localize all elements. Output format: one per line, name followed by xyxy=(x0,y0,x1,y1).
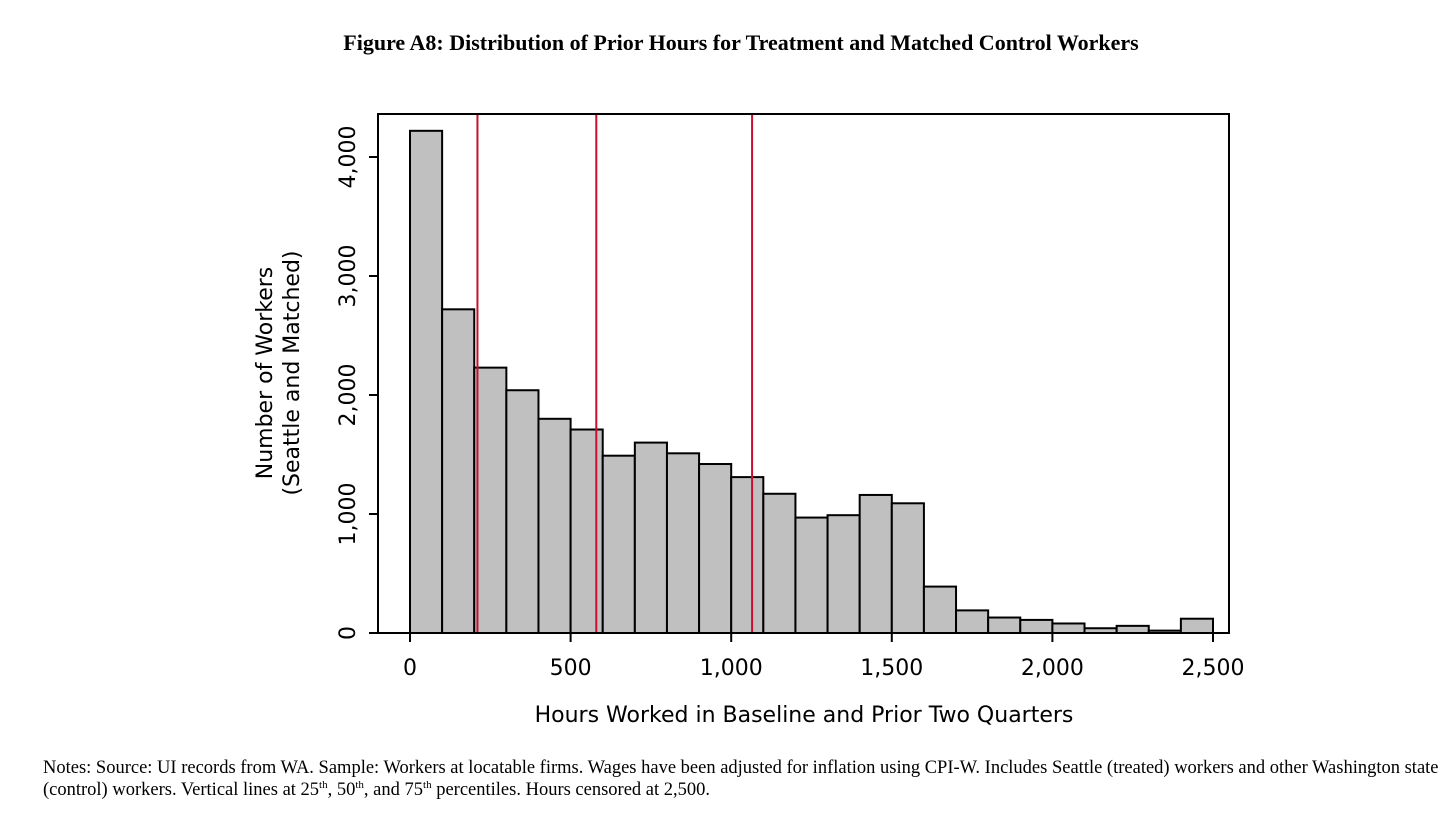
histogram-bar xyxy=(1051,622,1086,634)
y-tick-label: 4,000 xyxy=(336,126,361,189)
histogram-bar xyxy=(633,441,668,634)
histogram-bar xyxy=(794,516,829,635)
histogram-bar xyxy=(987,616,1022,635)
notes-sup-1: th xyxy=(319,778,328,791)
histogram-bar xyxy=(409,129,444,634)
histogram-bar xyxy=(505,389,540,634)
histogram-bar xyxy=(1179,617,1215,634)
x-tick-label: 2,500 xyxy=(1182,656,1245,681)
x-tick-label: 500 xyxy=(550,656,592,681)
histogram-bar xyxy=(1115,624,1150,634)
y-tick-label: 1,000 xyxy=(336,483,361,546)
y-tick-label: 0 xyxy=(336,626,361,640)
y-axis-label: Number of Workers (Seattle and Matched) xyxy=(253,250,305,495)
x-axis-label: Hours Worked in Baseline and Prior Two Q… xyxy=(535,703,1074,728)
x-tick-label: 1,500 xyxy=(860,656,923,681)
x-axis: 0 500 1,000 1,500 2,000 2,500 xyxy=(403,633,1244,681)
histogram-bar xyxy=(858,493,893,634)
notes-text-1: Notes: Source: UI records from WA. Sampl… xyxy=(43,758,1439,800)
x-tick-label: 0 xyxy=(403,656,417,681)
histogram-bar xyxy=(922,585,958,635)
histogram-bar xyxy=(473,366,508,634)
histogram-bar xyxy=(762,492,797,634)
y-tick-label: 2,000 xyxy=(336,364,361,427)
y-axis: 0 1,000 2,000 3,000 4,000 xyxy=(336,126,378,640)
histogram-bar xyxy=(569,428,604,635)
histogram-bar xyxy=(730,476,765,634)
histogram-bar xyxy=(826,514,861,634)
y-axis-label-line2: (Seattle and Matched) xyxy=(280,250,305,495)
notes-text-3: , and 75 xyxy=(363,780,424,800)
histogram-bar xyxy=(698,463,733,634)
plot-frame xyxy=(377,113,1230,634)
x-tick-label: 1,000 xyxy=(700,656,763,681)
histogram-bar xyxy=(1019,618,1054,634)
histogram-chart: 0 1,000 2,000 3,000 4,000 0 500 1,000 1,500 2,00… xyxy=(253,113,1244,728)
histogram-bar xyxy=(665,452,701,634)
y-axis-label-line1: Number of Workers xyxy=(253,267,278,480)
x-tick-label: 2,000 xyxy=(1021,656,1084,681)
percentile-lines-group xyxy=(476,114,754,633)
figure-title: Figure A8: Distribution of Prior Hours f… xyxy=(343,30,1139,55)
bars-group xyxy=(409,129,1215,635)
histogram-bar xyxy=(441,308,476,634)
notes-sup-2: th xyxy=(355,778,364,791)
notes-text-4: percentiles. Hours censored at 2,500. xyxy=(431,780,711,800)
notes-sup-3: th xyxy=(423,778,432,791)
figure-notes: Notes: Source: UI records from WA. Sampl… xyxy=(43,757,1443,801)
histogram-bar xyxy=(601,454,636,634)
notes-text-2: , 50 xyxy=(327,780,356,800)
histogram-bar xyxy=(955,609,990,635)
histogram-bar xyxy=(890,502,925,635)
y-tick-label: 3,000 xyxy=(336,245,361,308)
histogram-bar xyxy=(537,417,572,634)
